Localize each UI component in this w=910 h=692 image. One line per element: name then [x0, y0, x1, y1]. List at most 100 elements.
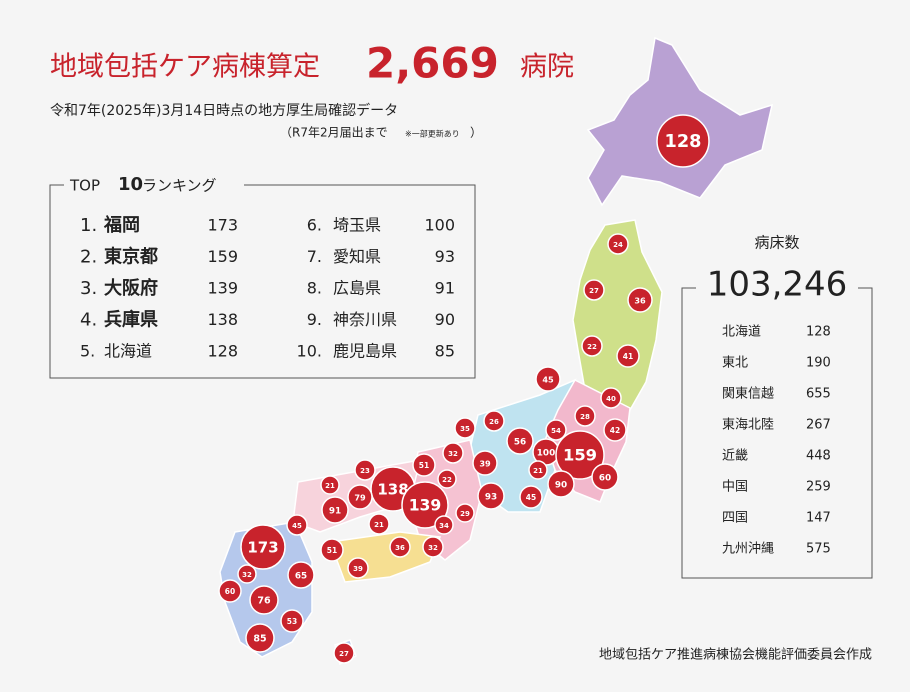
credit: 地域包括ケア推進病棟協会機能評価委員会作成 [599, 648, 872, 663]
bubble [320, 475, 340, 495]
bubble-label: 24 [613, 241, 623, 249]
bubble-label: 35 [460, 425, 470, 433]
bubble-label: 21 [533, 467, 543, 475]
bubble-label: 22 [442, 476, 452, 484]
bubble [240, 524, 286, 570]
ranking-box: TOP 10 ランキング [49, 174, 476, 379]
bubble-label: 36 [395, 544, 405, 552]
rank-name: 神奈川県 [333, 310, 397, 329]
bubble-label: 173 [247, 539, 278, 557]
bubble-label: 27 [339, 650, 349, 658]
rank-value: 85 [435, 342, 455, 361]
rank: 3. [80, 278, 97, 299]
bubble [321, 496, 349, 524]
rank: 10. [297, 342, 322, 361]
beds-total: 103,246 [707, 265, 848, 305]
bubble [347, 484, 373, 510]
bubble [389, 536, 411, 558]
bubble-label: 41 [623, 352, 633, 361]
bubble [627, 287, 653, 313]
rank-name: 福岡 [103, 214, 140, 236]
note-close: ） [470, 126, 482, 140]
rank: 4. [80, 310, 97, 331]
bubble-label: 34 [439, 522, 449, 530]
region-name: 東北 [722, 355, 748, 371]
bubble [607, 233, 629, 255]
region-value: 190 [806, 356, 831, 371]
ranking-list: 1. 福岡 173 2. 東京都 159 3. 大阪府 139 4. 兵庫県 138 5. 北海道 128 6… [80, 214, 455, 361]
bubble [333, 642, 355, 664]
bubble [547, 470, 575, 498]
bubble [422, 536, 444, 558]
bubble-label: 32 [448, 450, 458, 458]
bubble [218, 579, 242, 603]
bubble [437, 469, 457, 489]
title: 地域包括ケア病棟算定 [50, 52, 320, 83]
bubble [656, 114, 710, 168]
rank-value: 91 [435, 279, 455, 298]
bubble [583, 279, 605, 301]
bubble-label: 28 [580, 413, 590, 421]
bubble [545, 419, 567, 441]
bubble-label: 23 [360, 467, 370, 475]
region-name: 近畿 [722, 449, 748, 464]
region-name: 中国 [722, 480, 748, 495]
bubble [286, 514, 308, 536]
bubble [280, 609, 304, 633]
rank-value: 93 [435, 247, 455, 266]
region-name: 四国 [722, 511, 748, 526]
rank-name: 北海道 [104, 342, 152, 361]
bubble [600, 387, 622, 409]
region-value: 575 [806, 542, 831, 557]
header: 地域包括ケア病棟算定 2,669 病院 令和7年(2025年)3月14日時点の地… [50, 39, 574, 140]
bubble [287, 561, 315, 589]
rank-value: 173 [207, 216, 238, 235]
rank-name: 広島県 [333, 279, 381, 298]
bubble-label: 26 [489, 418, 499, 426]
bubble-label: 29 [460, 510, 470, 518]
bubble-label: 21 [325, 482, 335, 490]
rank-name: 大阪府 [104, 277, 158, 299]
bubble-label: 85 [253, 634, 266, 645]
rank-value: 139 [207, 279, 238, 298]
ranking-title-bg [64, 175, 244, 195]
bubble [354, 459, 376, 481]
rank-value: 138 [207, 310, 238, 329]
bubble-label: 93 [485, 493, 497, 503]
region-value: 267 [806, 418, 831, 433]
bubble-label: 42 [610, 426, 620, 435]
bubble-label: 138 [377, 481, 408, 499]
bubble-label: 51 [419, 461, 429, 470]
bubble [368, 513, 390, 535]
bubble-label: 22 [587, 343, 597, 351]
bubble [477, 482, 505, 510]
rank-name: 愛知県 [333, 247, 381, 266]
bubble [483, 410, 505, 432]
bubble-label: 21 [374, 521, 384, 529]
rank-name: 鹿児島県 [333, 342, 397, 361]
rank-name: 埼玉県 [333, 216, 381, 235]
bubble-label: 139 [409, 496, 442, 515]
ranking-border [49, 184, 476, 379]
region-value: 259 [806, 480, 831, 495]
rank: 7. [307, 247, 322, 266]
bubble-label: 53 [287, 617, 297, 626]
note-small: ※一部更新あり [405, 129, 460, 139]
bubble-label: 60 [225, 587, 235, 596]
bubble [591, 463, 619, 491]
rank: 8. [307, 279, 322, 298]
rank-value: 159 [207, 247, 238, 266]
region-value: 147 [806, 511, 831, 526]
ranking-title-number: 10 [118, 174, 143, 195]
rank-name: 東京都 [104, 246, 158, 268]
bubble [506, 427, 534, 455]
bubble [472, 450, 498, 476]
bubble-label: 39 [479, 459, 491, 469]
bubble-label: 32 [428, 544, 438, 552]
bubble-label: 60 [599, 474, 611, 484]
subtitle: 令和7年(2025年)3月14日時点の地方厚生局確認データ [50, 102, 398, 119]
bubble-label: 40 [606, 395, 616, 403]
bubble-label: 79 [354, 493, 366, 503]
bubble-label: 90 [555, 481, 567, 491]
